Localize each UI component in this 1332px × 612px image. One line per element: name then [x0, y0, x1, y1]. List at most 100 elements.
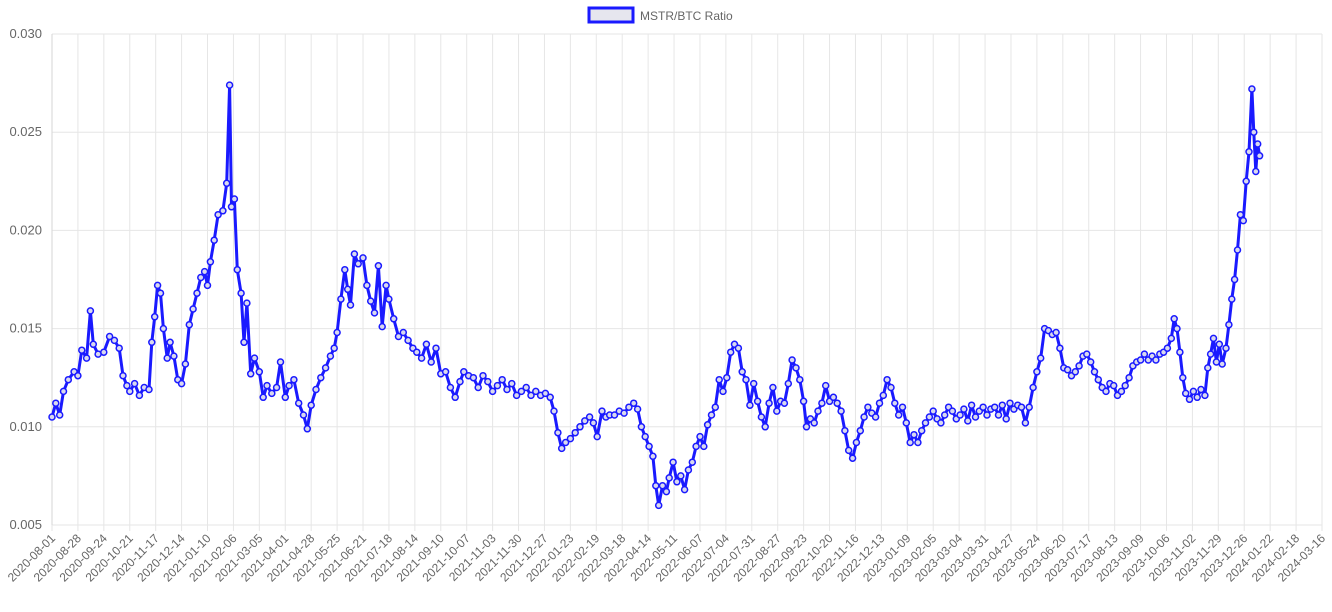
data-point [818, 399, 826, 407]
data-point [240, 338, 248, 347]
data-point [633, 405, 642, 413]
y-tick-label: 0.020 [9, 222, 42, 237]
data-point [1193, 393, 1201, 402]
data-point [100, 348, 108, 356]
data-point [86, 307, 95, 315]
data-point [527, 391, 535, 400]
data-point [115, 344, 123, 352]
data-point [177, 379, 186, 388]
data-point [1179, 373, 1187, 382]
data-point [848, 454, 857, 462]
data-point [237, 289, 245, 297]
y-tick-label: 0.015 [9, 321, 42, 336]
data-point [707, 411, 716, 419]
data-point [821, 381, 830, 390]
data-point [1086, 358, 1095, 366]
data-point [910, 430, 918, 439]
data-point [929, 407, 937, 415]
data-point [593, 432, 601, 441]
data-point [59, 387, 68, 396]
data-point [74, 371, 82, 380]
data-point [746, 401, 754, 409]
data-point [788, 356, 796, 364]
data-point [983, 411, 991, 419]
data-point [677, 472, 685, 480]
data-point [512, 391, 521, 400]
data-point [541, 389, 550, 398]
data-point [1029, 383, 1037, 392]
data-point [780, 399, 789, 407]
y-tick-label: 0.025 [9, 124, 42, 139]
data-point [696, 432, 704, 441]
data-point [956, 411, 964, 419]
data-point [1201, 391, 1209, 400]
x-axis: 2020-08-012020-08-282020-09-242020-10-21… [5, 531, 1329, 585]
data-point [366, 297, 375, 305]
data-point [1236, 210, 1245, 219]
data-point [126, 387, 134, 396]
data-point [703, 421, 712, 429]
data-point [82, 354, 91, 362]
data-point [210, 236, 218, 244]
data-point [1109, 381, 1118, 390]
data-point [517, 387, 526, 396]
data-point [1252, 167, 1260, 176]
data-point [1189, 387, 1198, 396]
data-point [263, 381, 271, 390]
data-point [1170, 315, 1178, 323]
data-point [742, 375, 750, 384]
data-point [469, 373, 478, 382]
data-point [879, 391, 888, 400]
data-point [508, 379, 516, 388]
data-point [1239, 216, 1248, 225]
data-point [230, 195, 239, 203]
data-point [571, 428, 579, 437]
data-point [370, 309, 379, 317]
data-point [110, 336, 119, 345]
data-point [1225, 320, 1233, 329]
data-point [317, 373, 325, 382]
data-point [799, 397, 808, 406]
data-point [225, 81, 234, 89]
data-point [1215, 340, 1224, 349]
data-point [303, 425, 312, 433]
data-point [1017, 403, 1026, 411]
data-point [1255, 152, 1264, 160]
data-point [219, 207, 227, 215]
data-point [1218, 360, 1226, 368]
data-point [1052, 328, 1060, 337]
data-point [852, 438, 861, 447]
data-point [503, 385, 511, 394]
data-point [829, 393, 838, 402]
data-point [341, 265, 349, 274]
data-point [1253, 140, 1262, 148]
data-point [522, 383, 530, 392]
data-point [1206, 350, 1215, 358]
data-point [1056, 344, 1064, 352]
data-point [1209, 334, 1218, 343]
data-point [48, 413, 56, 421]
data-point [1121, 381, 1129, 390]
data-point [765, 399, 773, 407]
legend-label: MSTR/BTC Ratio [640, 9, 733, 23]
data-point [757, 413, 766, 421]
data-point [688, 458, 697, 466]
legend[interactable]: MSTR/BTC Ratio [587, 6, 733, 24]
data-point [948, 407, 957, 415]
data-point [374, 262, 383, 270]
data-point [343, 285, 352, 294]
data-point [214, 210, 222, 219]
data-point [637, 423, 646, 431]
data-point [446, 383, 455, 392]
data-point [243, 299, 251, 307]
data-point [665, 474, 673, 482]
data-point [1230, 275, 1239, 284]
data-point [1245, 148, 1253, 156]
data-point [784, 379, 793, 388]
data-point [692, 442, 700, 451]
data-point [417, 354, 426, 362]
data-point [649, 452, 657, 461]
data-point [902, 419, 911, 427]
legend-swatch [587, 6, 635, 24]
data-point [451, 393, 459, 402]
